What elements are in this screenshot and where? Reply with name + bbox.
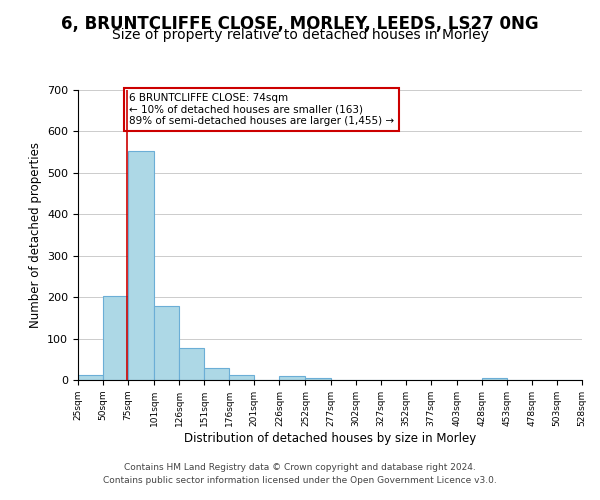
Text: Size of property relative to detached houses in Morley: Size of property relative to detached ho… (112, 28, 488, 42)
X-axis label: Distribution of detached houses by size in Morley: Distribution of detached houses by size … (184, 432, 476, 444)
Text: Contains public sector information licensed under the Open Government Licence v3: Contains public sector information licen… (103, 476, 497, 485)
Bar (179, 348, 204, 380)
Bar (128, 151, 154, 380)
Bar (78, 374, 103, 380)
Bar (229, 376, 254, 380)
Bar (154, 306, 179, 380)
Bar (305, 378, 331, 380)
Y-axis label: Number of detached properties: Number of detached properties (29, 142, 41, 328)
Bar (204, 368, 229, 380)
Bar (482, 378, 507, 380)
Text: 6, BRUNTCLIFFE CLOSE, MORLEY, LEEDS, LS27 0NG: 6, BRUNTCLIFFE CLOSE, MORLEY, LEEDS, LS2… (61, 15, 539, 33)
Bar (280, 376, 305, 380)
Text: 6 BRUNTCLIFFE CLOSE: 74sqm
← 10% of detached houses are smaller (163)
89% of sem: 6 BRUNTCLIFFE CLOSE: 74sqm ← 10% of deta… (129, 93, 394, 126)
Text: Contains HM Land Registry data © Crown copyright and database right 2024.: Contains HM Land Registry data © Crown c… (124, 462, 476, 471)
Bar (103, 296, 128, 380)
